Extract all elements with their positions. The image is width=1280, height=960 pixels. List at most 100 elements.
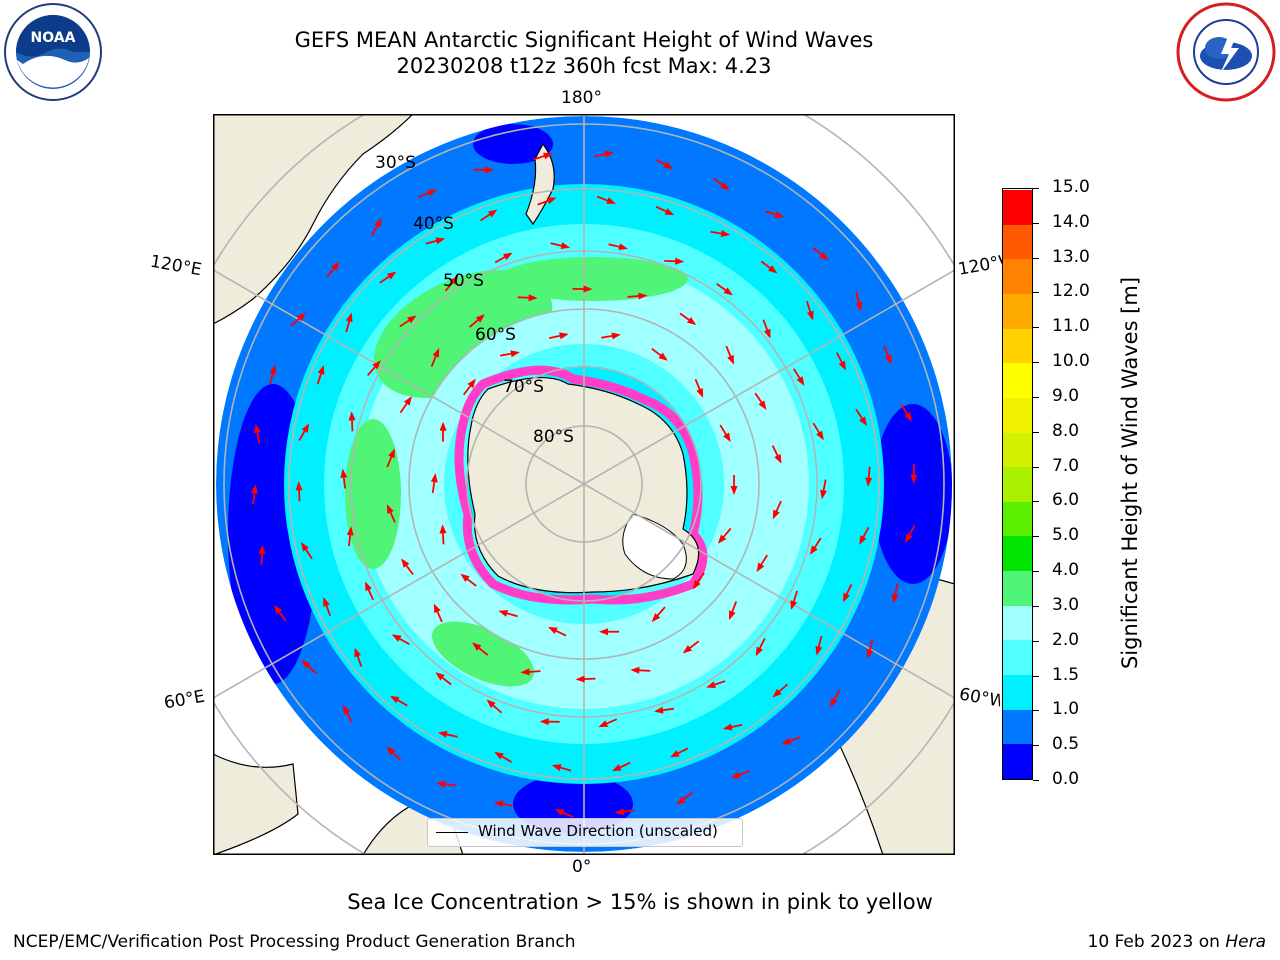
wave-direction-arrowhead <box>676 796 686 805</box>
colorbar-tick-label: 11.0 <box>1052 316 1090 337</box>
lon-label-120w: 120°W <box>956 252 1006 280</box>
wave-direction-arrowhead <box>295 481 303 491</box>
wave-direction-arrowhead <box>614 808 625 816</box>
colorbar-tick-mark <box>1033 780 1039 781</box>
wave-direction-arrowhead <box>494 751 504 760</box>
colorbar-segment <box>1003 501 1032 537</box>
wave-direction-arrowhead <box>891 593 899 604</box>
colorbar-tick-mark <box>1033 745 1039 747</box>
colorbar-tick-mark <box>1033 466 1039 468</box>
wave-direction-arrowhead <box>520 668 530 676</box>
wave-direction-arrowhead <box>670 750 680 758</box>
colorbar-segment <box>1003 743 1032 779</box>
wave-direction-arrowhead <box>654 706 664 714</box>
wave-direction-arrowhead <box>790 600 798 610</box>
wave-direction-arrowhead <box>855 301 863 312</box>
colorbar-tick-label: 9.0 <box>1052 385 1080 406</box>
wave-direction-arrowhead <box>859 416 867 426</box>
colorbar-segment <box>1003 397 1032 433</box>
wave-direction-arrowhead <box>774 454 782 464</box>
wave-direction-arrowhead <box>720 182 730 191</box>
wave-direction-arrowhead <box>258 544 266 555</box>
wave-direction-arrowhead <box>435 237 446 245</box>
wave-direction-arrowhead <box>756 562 765 573</box>
colorbar-segment <box>1003 224 1032 260</box>
wave-direction-arrowhead <box>427 189 437 197</box>
wave-direction-arrowhead <box>460 573 470 582</box>
wave-direction-arrowhead <box>583 285 593 293</box>
wave-direction-arrowhead <box>543 152 553 160</box>
colorbar-tick-mark <box>1033 188 1039 189</box>
colorbar-tick-label: 3.0 <box>1052 594 1080 615</box>
colorbar-tick-mark <box>1033 257 1039 259</box>
colorbar-tick-label: 0.5 <box>1052 734 1080 755</box>
colorbar-segment <box>1003 362 1032 398</box>
wave-direction-arrowhead <box>904 412 913 422</box>
wave-direction-arrowhead <box>599 628 609 636</box>
wave-direction-arrowhead <box>774 211 785 218</box>
colorbar-tick-mark <box>1033 327 1039 329</box>
wave-direction-arrowhead <box>809 545 818 555</box>
wave-direction-arrowhead <box>865 477 873 487</box>
wave-direction-arrowhead <box>816 430 824 441</box>
colorbar-segment <box>1003 674 1032 710</box>
wave-direction-arrowhead <box>723 432 731 443</box>
wave-direction-arrowhead <box>301 659 311 669</box>
wave-direction-arrowhead <box>829 697 838 708</box>
wave-direction-arrowhead <box>781 737 792 745</box>
wave-direction-arrowhead <box>498 609 509 617</box>
wave-direction-arrowhead <box>612 764 622 772</box>
colorbar-tick-label: 12.0 <box>1052 281 1090 302</box>
wave-direction-arrowhead <box>346 526 354 536</box>
wave-direction-arrowhead <box>274 604 283 615</box>
wave-direction-arrowhead <box>772 688 782 698</box>
wave-direction-arrowhead <box>723 287 733 296</box>
wave-direction-arrowhead <box>696 388 704 398</box>
noaa-logo: NOAA <box>3 2 103 102</box>
wave-direction-arrowhead <box>269 364 277 375</box>
wave-direction-arrowhead <box>354 647 362 658</box>
colorbar-segment <box>1003 639 1032 676</box>
colorbar-tick-mark <box>1033 362 1039 364</box>
wave-direction-arrowhead <box>348 411 356 421</box>
new-zealand <box>525 142 555 226</box>
wave-direction-arrowhead <box>618 243 629 251</box>
wave-direction-arrowhead <box>467 378 476 389</box>
map-subtitle: 20230208 t12z 360h fcst Max: 4.23 <box>396 54 772 78</box>
colorbar-segment <box>1003 466 1032 502</box>
colorbar-tick-mark <box>1033 431 1039 433</box>
lon-label-180: 180° <box>561 88 602 108</box>
lat-label-80: 80°S <box>533 427 574 447</box>
colorbar-segment <box>1003 605 1032 641</box>
wave-direction-arrowhead <box>768 265 778 274</box>
wave-direction-arrowhead <box>484 166 494 174</box>
wave-direction-arrowhead <box>575 675 585 683</box>
wave-direction-arrowhead <box>638 292 648 300</box>
wave-direction-arrowhead <box>365 581 372 592</box>
wave-direction-arrowhead <box>340 468 348 479</box>
wave-direction-arrowhead <box>730 486 738 495</box>
wave-direction-arrowhead <box>472 642 482 651</box>
wave-direction-arrowhead <box>819 251 829 261</box>
colorbar-tick-label: 1.0 <box>1052 699 1080 720</box>
colorbar-tick-label: 14.0 <box>1052 211 1090 232</box>
wave-direction-arrowhead <box>386 271 397 280</box>
lat-label-40: 40°S <box>413 214 454 234</box>
wave-direction-arrowhead <box>758 400 767 410</box>
wave-direction-arrowhead <box>391 634 402 642</box>
wave-direction-arrowhead <box>528 294 538 302</box>
legend-line-icon <box>436 832 468 833</box>
wave-direction-arrowhead <box>682 645 693 654</box>
lat-label-70: 70°S <box>503 377 544 397</box>
colorbar-segment <box>1003 328 1032 364</box>
wave-direction-arrowhead <box>403 396 412 406</box>
colorbar-tick-mark <box>1033 292 1039 294</box>
wave-direction-arrowhead <box>548 626 558 634</box>
wave-direction-arrowhead <box>317 365 325 375</box>
wave-direction-arrowhead <box>435 672 445 681</box>
colorbar-segment <box>1003 570 1032 606</box>
colorbar-tick-label: 0.0 <box>1052 769 1080 789</box>
wave-direction-arrowhead <box>717 534 727 544</box>
colorbar-tick-label: 8.0 <box>1052 420 1080 441</box>
wave-direction-arrowhead <box>493 800 504 808</box>
